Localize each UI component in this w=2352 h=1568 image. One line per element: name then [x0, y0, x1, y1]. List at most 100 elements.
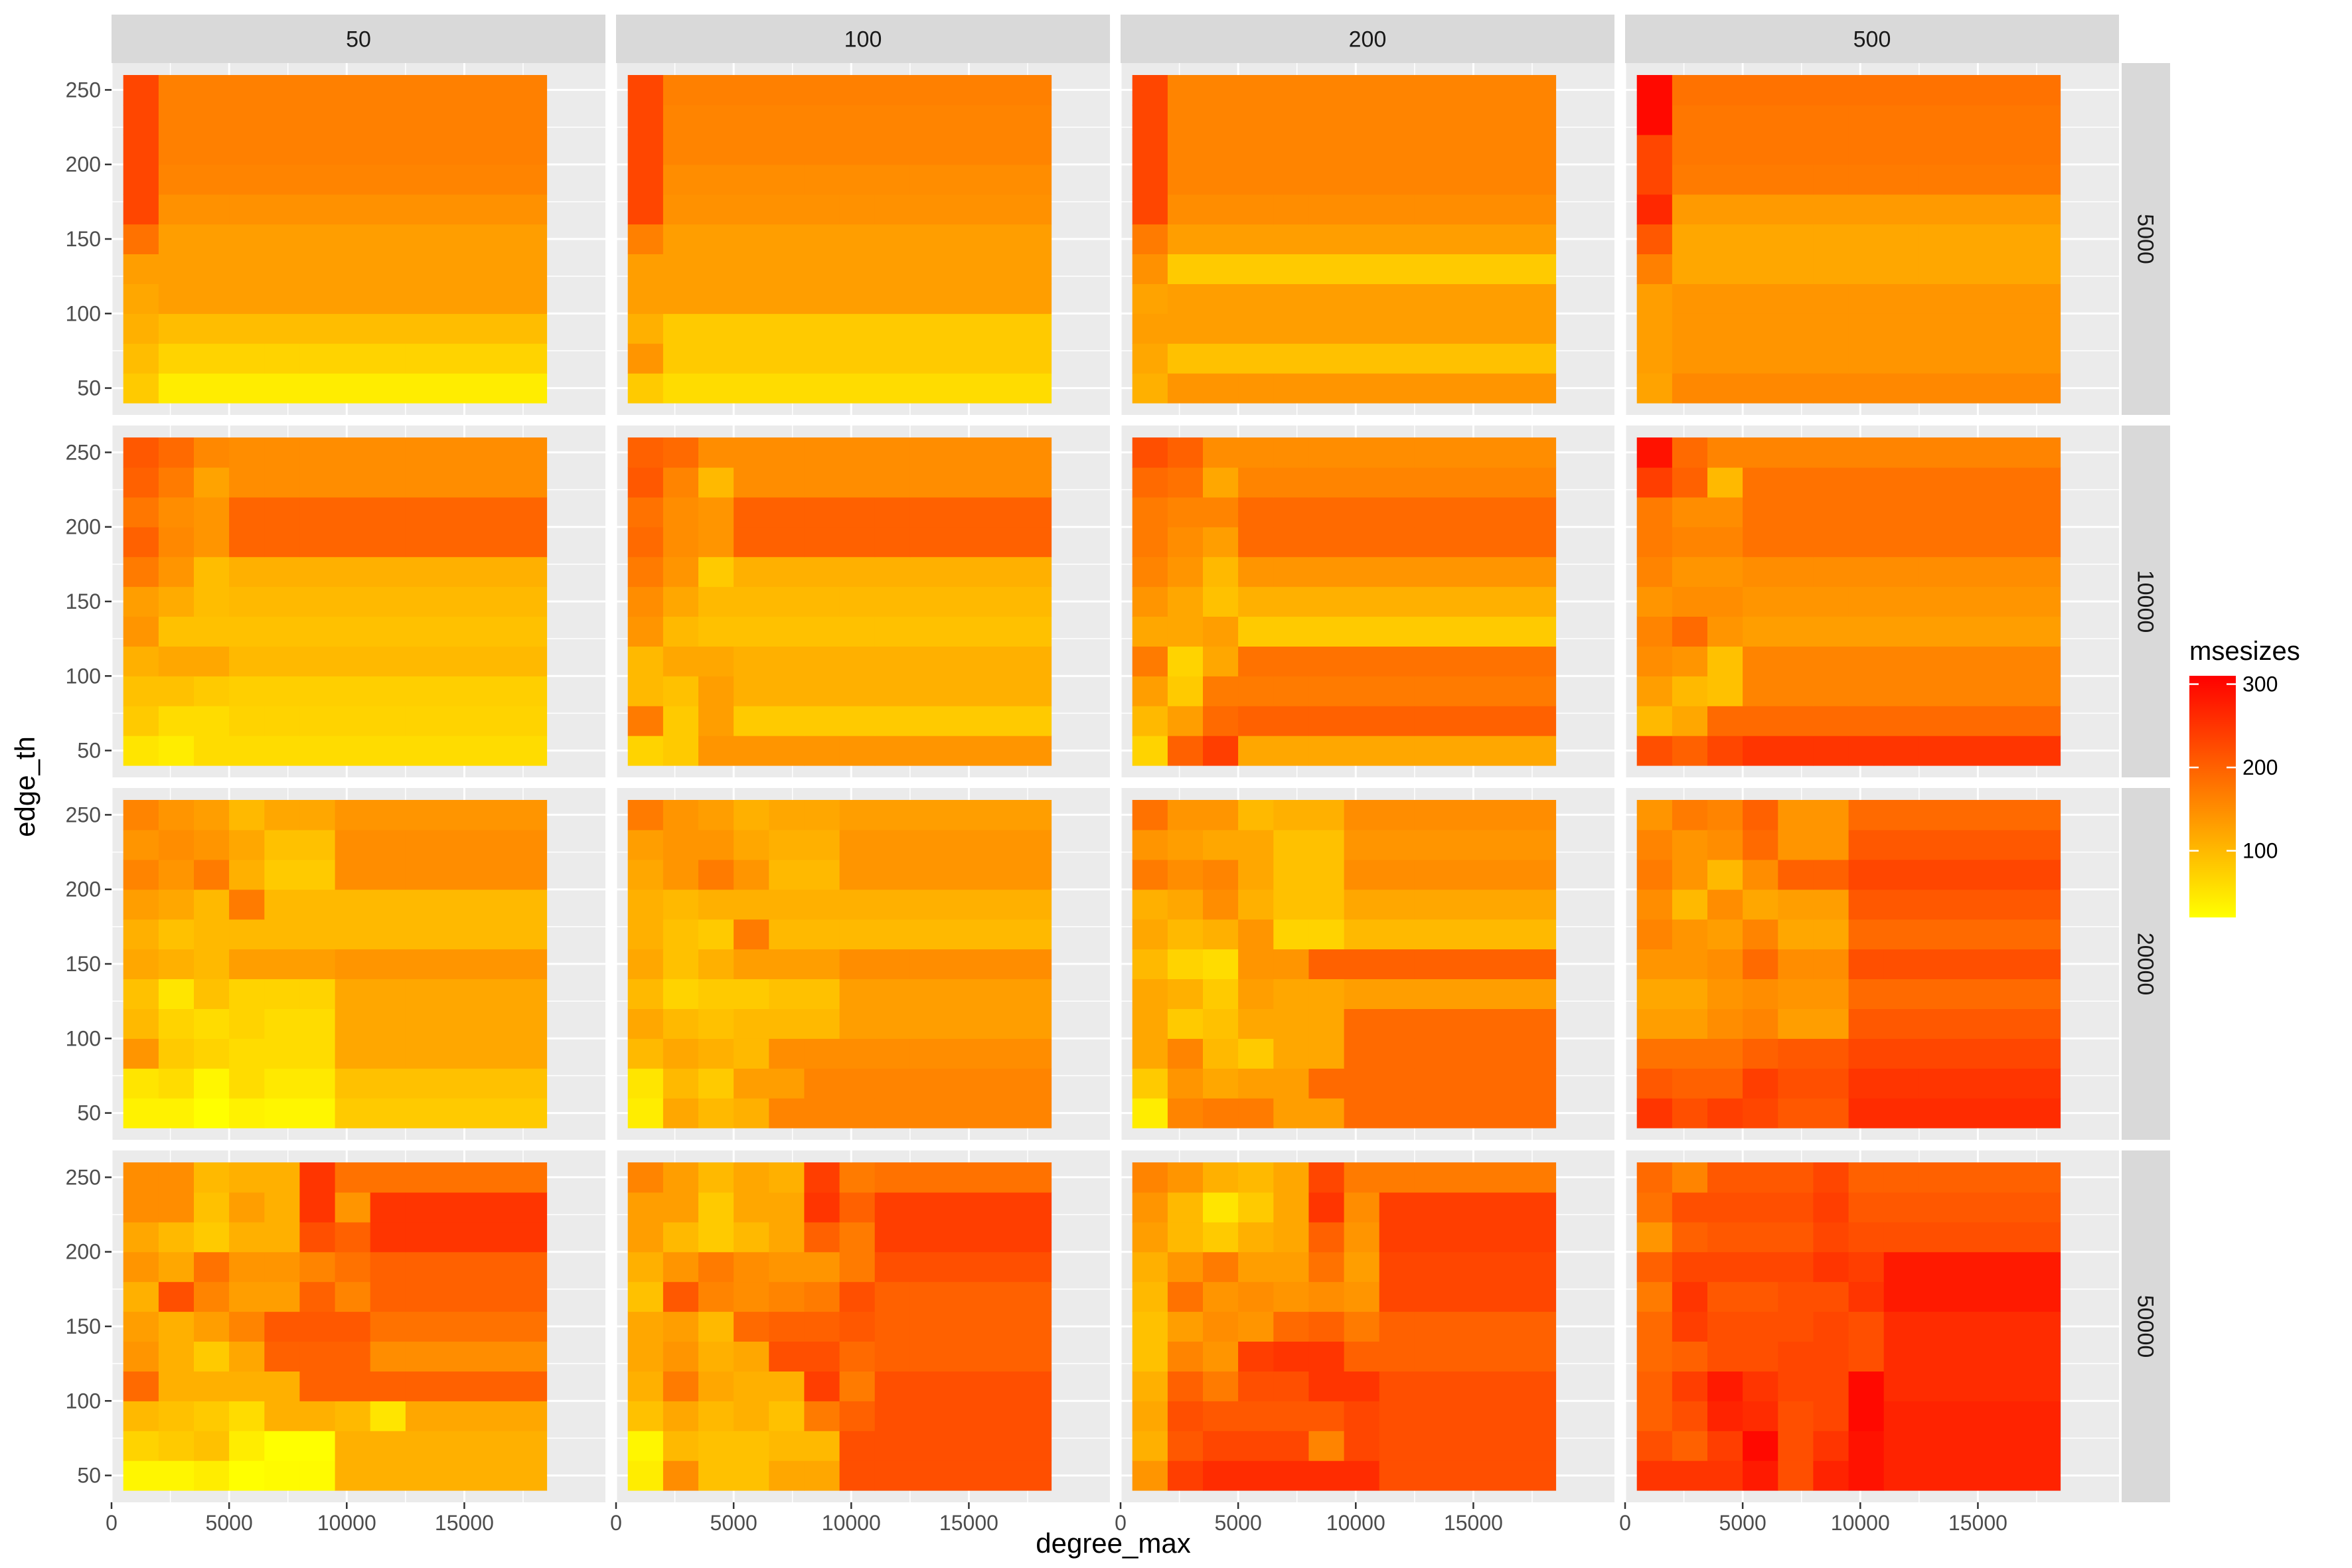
heatmap-tile — [1415, 1371, 1556, 1401]
heatmap-tile — [840, 343, 876, 374]
heatmap-tile — [875, 1192, 911, 1223]
heatmap-tile — [804, 313, 840, 344]
heatmap-tile — [123, 1038, 159, 1069]
heatmap-tile — [1884, 1371, 1920, 1401]
heatmap-tile — [335, 587, 371, 617]
heatmap-tile — [840, 283, 876, 314]
heatmap-tile — [1344, 1192, 1380, 1223]
heatmap-tile — [734, 1342, 769, 1372]
heatmap-tile — [1308, 105, 1344, 135]
heatmap-tile — [159, 1401, 195, 1431]
heatmap-tile — [1133, 646, 1168, 676]
heatmap-tile — [264, 1192, 300, 1223]
heatmap-tile — [1743, 437, 1778, 468]
heatmap-tile — [370, 1371, 406, 1401]
strip-label-col: 500 — [1853, 27, 1891, 52]
heatmap-tile — [123, 1371, 159, 1401]
heatmap-tile — [1778, 1460, 1814, 1491]
heatmap-tile — [229, 437, 265, 468]
heatmap-tile — [1308, 890, 1344, 920]
heatmap-tile — [1849, 1252, 1885, 1283]
heatmap-tile — [1637, 1038, 1673, 1069]
heatmap-tile — [804, 497, 840, 528]
heatmap-tile — [1637, 1460, 1673, 1491]
heatmap-tile — [734, 1098, 769, 1129]
heatmap-tile — [1379, 800, 1415, 830]
heatmap-tile — [335, 224, 371, 255]
heatmap-tile — [663, 1431, 699, 1461]
heatmap-tile — [1308, 1038, 1344, 1069]
heatmap-tile — [910, 706, 1052, 736]
heatmap-tile — [1637, 1282, 1673, 1312]
heatmap-tile — [769, 557, 805, 588]
heatmap-tile — [698, 646, 734, 676]
heatmap-tile — [734, 313, 769, 344]
heatmap-tile — [1168, 1431, 1204, 1461]
heatmap-tile — [1672, 75, 1708, 106]
heatmap-tile — [1672, 1098, 1708, 1129]
heatmap-tile — [406, 979, 547, 1010]
heatmap-tile — [123, 646, 159, 676]
heatmap-tile — [910, 800, 1052, 830]
heatmap-tile — [1273, 105, 1309, 135]
heatmap-tile — [1813, 830, 1849, 860]
heatmap-tile — [628, 343, 664, 374]
heatmap-tile — [875, 313, 911, 344]
heatmap-tile — [159, 736, 195, 766]
heatmap-tile — [1778, 949, 1814, 980]
heatmap-tile — [734, 1252, 769, 1283]
heatmap-tile — [698, 736, 734, 766]
heatmap-tile — [1919, 1162, 2061, 1193]
heatmap-tile — [1168, 437, 1204, 468]
heatmap-tile — [1344, 1431, 1380, 1461]
heatmap-tile — [264, 800, 300, 830]
heatmap-tile — [370, 1038, 406, 1069]
heatmap-tile — [1168, 1371, 1204, 1401]
heatmap-tile — [1672, 1342, 1708, 1372]
tiles-200-5000 — [1133, 75, 1556, 404]
heatmap-tile — [1273, 1460, 1309, 1491]
heatmap-tile — [840, 75, 876, 106]
heatmap-tile — [1133, 195, 1168, 225]
heatmap-tile — [628, 1038, 664, 1069]
heatmap-tile — [840, 527, 876, 558]
heatmap-tile — [1415, 1252, 1556, 1283]
heatmap-tile — [1849, 254, 1885, 285]
heatmap-tile — [1919, 75, 2061, 106]
heatmap-tile — [1743, 1162, 1778, 1193]
heatmap-tile — [194, 736, 230, 766]
heatmap-tile — [628, 1192, 664, 1223]
heatmap-tile — [299, 1098, 335, 1129]
heatmap-tile — [1743, 1401, 1778, 1431]
heatmap-tile — [406, 1162, 547, 1193]
heatmap-tile — [698, 1038, 734, 1069]
heatmap-tile — [1813, 497, 1849, 528]
heatmap-tile — [1203, 1192, 1239, 1223]
heatmap-tile — [406, 1342, 547, 1372]
heatmap-tile — [628, 1068, 664, 1099]
heatmap-tile — [1415, 890, 1556, 920]
heatmap-tile — [1813, 979, 1849, 1010]
heatmap-tile — [229, 949, 265, 980]
heatmap-tile — [769, 1401, 805, 1431]
heatmap-tile — [335, 557, 371, 588]
heatmap-tile — [910, 313, 1052, 344]
heatmap-tile — [875, 373, 911, 404]
heatmap-tile — [194, 1192, 230, 1223]
heatmap-tile — [1919, 979, 2061, 1010]
heatmap-tile — [840, 1008, 876, 1039]
heatmap-tile — [299, 646, 335, 676]
heatmap-tile — [1168, 105, 1204, 135]
heatmap-tile — [1849, 1342, 1885, 1372]
heatmap-tile — [1379, 617, 1415, 647]
heatmap-tile — [159, 467, 195, 498]
heatmap-tile — [1203, 860, 1239, 890]
heatmap-tile — [1743, 527, 1778, 558]
heatmap-tile — [370, 373, 406, 404]
heatmap-tile — [1672, 800, 1708, 830]
heatmap-tile — [1743, 587, 1778, 617]
heatmap-tile — [159, 1460, 195, 1491]
heatmap-tile — [1238, 313, 1274, 344]
heatmap-tile — [1273, 736, 1309, 766]
heatmap-tile — [1203, 165, 1239, 195]
